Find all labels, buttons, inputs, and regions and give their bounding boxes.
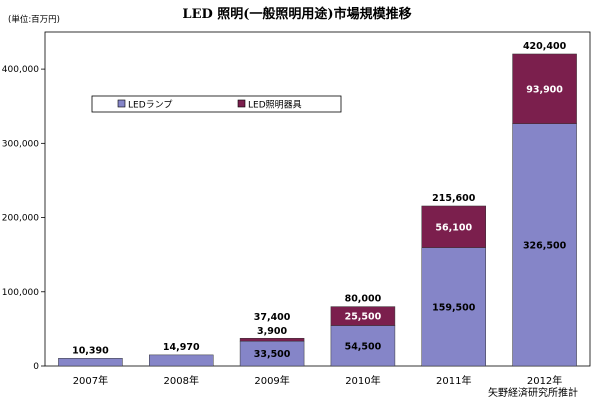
- bar-segment: [58, 358, 123, 367]
- x-tick-label: 2007年: [73, 374, 108, 387]
- y-tick-label: 300,000: [2, 139, 39, 149]
- x-axis: 2007年 2008年 2009年 2010年 2011年 2012年: [73, 374, 563, 387]
- bars: [58, 53, 577, 367]
- bar-value-label: 54,500: [345, 341, 382, 352]
- bar-segment: [421, 205, 486, 248]
- x-tick-label: 2008年: [164, 374, 199, 387]
- legend: LEDランプ LED照明器具: [91, 95, 342, 113]
- bar-segment: [239, 337, 305, 342]
- source-note: 矢野経済研究所推計: [488, 386, 578, 399]
- bar-total-label: 37,400: [254, 312, 291, 323]
- legend-swatch-led-fixture: [237, 99, 246, 108]
- data-labels: 10,390 14,970 33,500 3,900 37,400 54,500 25,50…: [72, 41, 567, 360]
- bar-segment: [239, 340, 305, 367]
- bar-segment: [421, 247, 486, 367]
- chart-title: LED 照明(一般照明用途)市場規模推移: [182, 6, 411, 22]
- bar-segment: [330, 325, 396, 367]
- bar-value-label: 93,900: [526, 84, 563, 95]
- y-tick-label: 100,000: [2, 288, 39, 298]
- bar-segment: [330, 306, 396, 326]
- bar-total-label: 10,390: [72, 345, 109, 356]
- x-tick-label: 2010年: [345, 374, 380, 387]
- bar-segment: [149, 354, 214, 367]
- legend-label-led-fixture: LED照明器具: [248, 100, 302, 111]
- plot-area: [44, 31, 591, 367]
- bar-value-label: 25,500: [345, 312, 382, 323]
- y-tick-label: 400,000: [2, 65, 39, 75]
- bar-value-label: 3,900: [257, 326, 287, 337]
- bar-segment: [512, 53, 577, 124]
- legend-label-led-lamp: LEDランプ: [128, 100, 172, 111]
- bar-value-label: 56,100: [435, 222, 472, 233]
- x-tick-label: 2011年: [436, 374, 471, 387]
- x-tick-label: 2012年: [527, 374, 562, 387]
- bar-total-label: 420,400: [523, 41, 567, 52]
- y-axis: 0 100,000 200,000 300,000 400,000: [2, 65, 45, 372]
- y-tick-label: 200,000: [2, 214, 39, 224]
- bar-total-label: 215,600: [432, 193, 476, 204]
- bar-value-label: 33,500: [254, 349, 291, 360]
- legend-swatch-led-lamp: [117, 99, 126, 108]
- unit-label: (単位:百万円): [8, 14, 60, 25]
- x-tick-label: 2009年: [254, 374, 289, 387]
- legend-box: [91, 95, 342, 113]
- bar-total-label: 14,970: [163, 342, 200, 353]
- bar-value-label: 159,500: [432, 302, 476, 313]
- bar-segment: [512, 123, 577, 367]
- y-tick-label: 0: [33, 362, 39, 372]
- bar-total-label: 80,000: [345, 294, 382, 305]
- bar-value-label: 326,500: [523, 240, 567, 251]
